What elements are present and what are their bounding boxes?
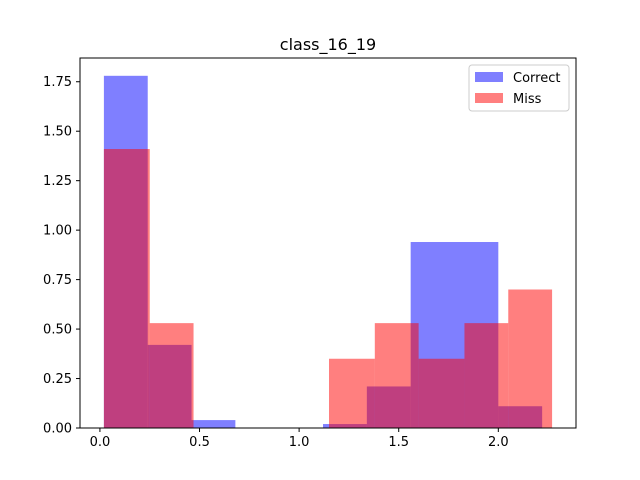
x-tick-label: 0.0	[90, 435, 111, 450]
x-tick-label: 2.0	[488, 435, 509, 450]
bar-miss-6	[508, 289, 553, 428]
y-tick-label: 1.00	[43, 224, 72, 239]
legend-swatch-correct	[475, 72, 503, 82]
series-miss	[103, 149, 553, 428]
y-tick-label: 0.50	[43, 323, 72, 338]
x-axis: 0.0 0.5 1.0 1.5 2.0	[90, 428, 509, 450]
y-axis: 0.00 0.25 0.50 0.75 1.00 1.25 1.50 1.75	[43, 75, 80, 437]
y-tick-label: 1.50	[43, 125, 72, 140]
legend-label-miss: Miss	[513, 92, 542, 107]
x-tick-label: 1.5	[388, 435, 409, 450]
bar-miss-5	[464, 323, 509, 428]
legend-swatch-miss	[475, 93, 503, 103]
bar-miss-1	[149, 323, 194, 428]
x-tick-label: 1.0	[289, 435, 310, 450]
y-tick-label: 0.00	[43, 422, 72, 437]
chart-title: class_16_19	[280, 35, 376, 55]
y-tick-label: 0.75	[43, 273, 72, 288]
bar-miss-4	[418, 358, 465, 428]
y-tick-label: 1.75	[43, 75, 72, 90]
y-tick-label: 1.25	[43, 174, 72, 189]
bar-correct-2	[191, 420, 236, 428]
bar-miss-3	[374, 323, 419, 428]
y-tick-label: 0.25	[43, 372, 72, 387]
x-tick-label: 0.5	[189, 435, 210, 450]
legend-label-correct: Correct	[513, 71, 560, 86]
bars-layer	[103, 75, 553, 428]
bar-miss-0	[103, 149, 150, 428]
plot-frame	[79, 57, 577, 429]
legend: Correct Miss	[468, 64, 570, 112]
bar-miss-2	[329, 358, 375, 428]
